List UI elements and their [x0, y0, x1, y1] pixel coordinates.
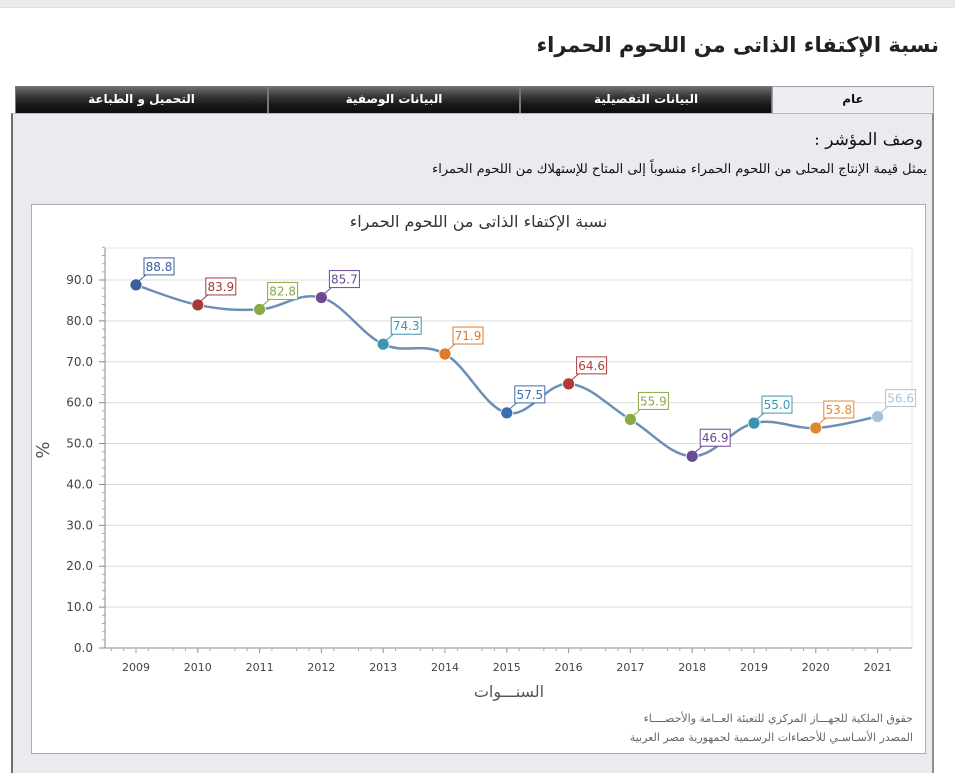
data-label-2017: 55.9	[640, 394, 667, 408]
page-title: نسبة الإكتفاء الذاتى من اللحوم الحمراء	[536, 33, 939, 57]
data-point-2009[interactable]	[129, 278, 143, 292]
svg-text:2013: 2013	[369, 661, 397, 674]
data-label-2018: 46.9	[702, 431, 729, 445]
data-label-2013: 74.3	[393, 319, 420, 333]
data-label-2016: 64.6	[578, 359, 605, 373]
svg-text:2019: 2019	[740, 661, 768, 674]
tab-detailed-data[interactable]: البيانات التفصيلية	[520, 86, 772, 113]
y-axis-labels: 0.0 10.0 20.0 30.0 40.0 50.0 60.0 70.0 80.0 90.0	[66, 273, 93, 655]
data-point-2016[interactable]	[562, 377, 575, 391]
chart-title: نسبة الإكتفاء الذاتى من اللحوم الحمراء	[349, 212, 608, 231]
svg-text:2009: 2009	[122, 661, 150, 674]
tab-general[interactable]: عام	[772, 86, 934, 115]
svg-text:30.0: 30.0	[66, 518, 93, 532]
x-axis-labels: 2009 2010 2011 2012 2013 2014 2015 2016 2017 2018…	[122, 661, 892, 674]
svg-text:2016: 2016	[555, 661, 583, 674]
y-axis-title: %	[33, 441, 54, 458]
copyright-note: حقوق الملكية للجهـــاز المركزي للتعبئة ا…	[643, 712, 913, 725]
data-label-2015: 57.5	[516, 388, 543, 402]
data-label-2014: 71.9	[455, 329, 482, 343]
data-point-2014[interactable]	[438, 347, 452, 361]
data-point-2021[interactable]	[871, 410, 884, 423]
data-point-2010[interactable]	[191, 298, 205, 312]
x-axis-title: السنـــوات	[474, 682, 544, 702]
data-points	[129, 278, 884, 463]
svg-text:10.0: 10.0	[66, 600, 93, 614]
svg-text:80.0: 80.0	[66, 314, 93, 328]
svg-text:2018: 2018	[678, 661, 706, 674]
tab-metadata[interactable]: البيانات الوصفية	[268, 86, 520, 113]
svg-text:60.0: 60.0	[66, 396, 93, 410]
tab-bar: عام البيانات التفصيلية البيانات الوصفية …	[15, 86, 934, 115]
chart-axes	[99, 246, 912, 653]
svg-text:2011: 2011	[246, 661, 274, 674]
series-line	[135, 283, 878, 458]
svg-text:20.0: 20.0	[66, 559, 93, 573]
data-label-2010: 83.9	[207, 280, 234, 294]
data-label-2019: 55.0	[764, 398, 791, 412]
source-note: المصدر الأسـاسـي للأحصاءات الرسـمية لجمه…	[629, 731, 913, 744]
data-point-2017[interactable]	[624, 413, 637, 426]
indicator-description-text: يمثل قيمة الإنتاج المحلى من اللحوم الحمر…	[432, 162, 927, 177]
svg-text:0.0: 0.0	[74, 641, 93, 655]
data-labels: 88.8 83.9 82.8 85.7 74.3 71.9 57.5 64.6 55.9 46.9…	[138, 257, 917, 453]
svg-text:2017: 2017	[616, 661, 644, 674]
data-point-2020[interactable]	[809, 421, 823, 435]
svg-text:2020: 2020	[802, 661, 830, 674]
line-chart: 0.010.020.030.040.050.060.070.080.090.0 …	[33, 246, 917, 702]
data-point-2018[interactable]	[685, 449, 699, 463]
svg-text:70.0: 70.0	[66, 355, 93, 369]
data-point-2015[interactable]	[500, 406, 514, 420]
svg-text:40.0: 40.0	[66, 477, 93, 491]
svg-text:50.0: 50.0	[66, 437, 93, 451]
data-label-2009: 88.8	[146, 260, 173, 274]
chart-container	[31, 204, 926, 754]
data-point-2012[interactable]	[314, 291, 328, 304]
svg-text:90.0: 90.0	[66, 273, 93, 287]
indicator-description-title: وصف المؤشر :	[814, 130, 923, 150]
tab-download-print[interactable]: التحميل و الطباعة	[15, 86, 268, 113]
svg-text:2012: 2012	[307, 661, 335, 674]
svg-text:2021: 2021	[864, 661, 892, 674]
top-bar	[0, 0, 955, 8]
data-label-2012: 85.7	[331, 273, 358, 287]
data-point-2013[interactable]	[376, 337, 390, 351]
svg-text:2010: 2010	[184, 661, 212, 674]
data-label-2011: 82.8	[269, 284, 296, 298]
data-label-2020: 53.8	[825, 403, 852, 417]
data-point-2019[interactable]	[747, 416, 761, 430]
svg-text:2014: 2014	[431, 661, 459, 674]
data-point-2011[interactable]	[253, 303, 267, 316]
data-label-2021: 56.6	[887, 392, 914, 406]
svg-text:2015: 2015	[493, 661, 521, 674]
